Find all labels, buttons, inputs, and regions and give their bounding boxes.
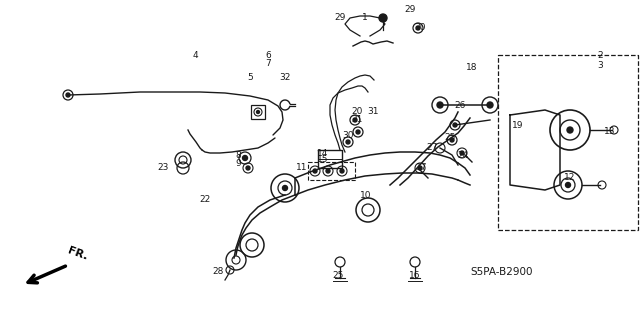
Text: 24: 24 — [458, 151, 468, 160]
Circle shape — [353, 118, 357, 122]
Text: 16: 16 — [409, 271, 420, 279]
Text: 17: 17 — [416, 164, 428, 173]
Text: 8: 8 — [235, 151, 241, 160]
Text: 12: 12 — [564, 174, 576, 182]
Text: 28: 28 — [212, 268, 224, 277]
Text: 23: 23 — [157, 164, 169, 173]
Text: 22: 22 — [200, 196, 211, 204]
Text: 26: 26 — [454, 100, 466, 109]
Text: 1: 1 — [362, 13, 368, 23]
Text: 30: 30 — [414, 24, 426, 33]
Circle shape — [346, 140, 350, 144]
Text: 10: 10 — [360, 190, 372, 199]
Text: 2: 2 — [597, 50, 603, 60]
Text: 6: 6 — [265, 50, 271, 60]
Text: 19: 19 — [512, 121, 524, 130]
Circle shape — [437, 102, 443, 108]
Text: 29: 29 — [334, 13, 346, 23]
Circle shape — [460, 151, 464, 155]
Circle shape — [356, 130, 360, 134]
Circle shape — [418, 166, 422, 170]
Text: 32: 32 — [279, 73, 291, 83]
Text: 29: 29 — [404, 5, 416, 14]
Circle shape — [313, 169, 317, 173]
Circle shape — [246, 166, 250, 170]
Text: 20: 20 — [351, 108, 363, 116]
Circle shape — [66, 93, 70, 97]
Text: 21: 21 — [351, 115, 363, 124]
Circle shape — [487, 102, 493, 108]
Text: 9: 9 — [235, 159, 241, 167]
Bar — [251, 105, 265, 119]
Circle shape — [379, 14, 387, 22]
Text: 30: 30 — [342, 130, 354, 139]
Text: S5PA-B2900: S5PA-B2900 — [470, 267, 532, 277]
Circle shape — [282, 186, 287, 190]
Text: 31: 31 — [367, 108, 379, 116]
Circle shape — [243, 155, 248, 160]
Circle shape — [416, 26, 420, 30]
Text: 4: 4 — [192, 50, 198, 60]
Text: 14: 14 — [317, 149, 329, 158]
Text: 13: 13 — [604, 128, 616, 137]
Circle shape — [453, 123, 457, 127]
Text: 7: 7 — [265, 58, 271, 68]
Circle shape — [566, 182, 570, 188]
Circle shape — [450, 138, 454, 142]
Circle shape — [340, 169, 344, 173]
Text: 25: 25 — [444, 133, 456, 143]
Text: 27: 27 — [426, 144, 438, 152]
Text: 25: 25 — [332, 271, 344, 279]
Circle shape — [567, 127, 573, 133]
Text: 15: 15 — [317, 155, 329, 165]
Text: 11: 11 — [296, 164, 308, 173]
Text: FR.: FR. — [66, 246, 89, 262]
Text: 18: 18 — [467, 63, 477, 72]
Circle shape — [257, 110, 259, 114]
Text: 3: 3 — [597, 61, 603, 70]
Text: 5: 5 — [247, 73, 253, 83]
Circle shape — [326, 169, 330, 173]
